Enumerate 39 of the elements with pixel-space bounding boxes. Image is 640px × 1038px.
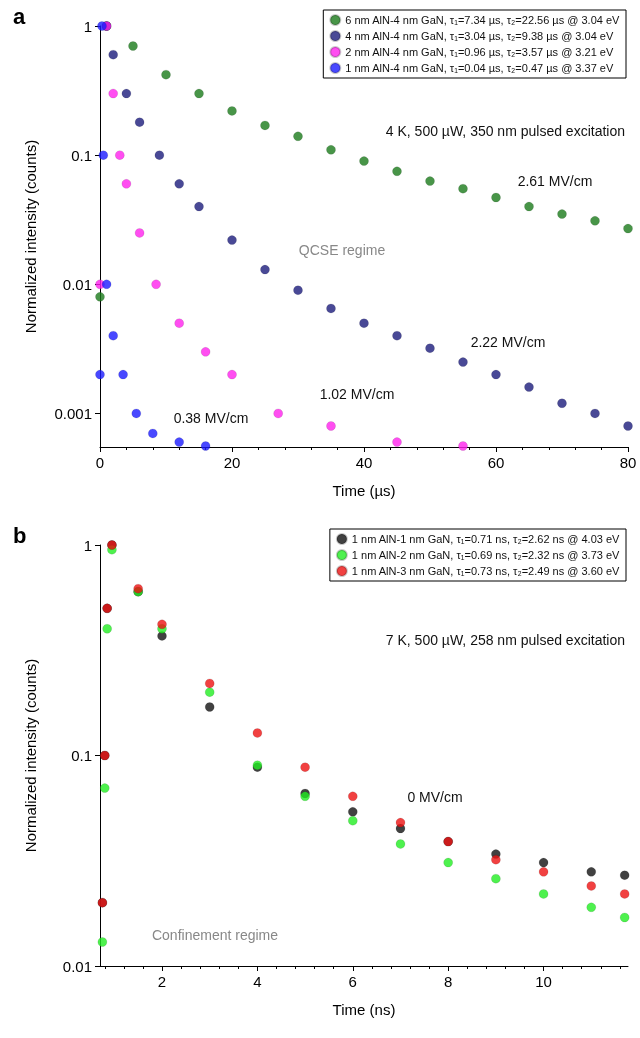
legend-label: 1 nm AlN-3 nm GaN, τ₁=0.73 ns, τ₂=2.49 ns @ 3.60 eV [351,565,621,577]
y-tick-label: 1 [83,536,92,554]
chart-title: b [13,522,27,548]
annotation: 7 K, 500 µW, 258 nm pulsed excitation [385,632,625,648]
legend-label: 2 nm AlN-4 nm GaN, τ₁=0.96 µs, τ₂=3.57 µs @ 3.21 eV [345,46,614,58]
y-tick-label: 1 [83,17,92,35]
x-axis-title: Time (ns) [332,1001,396,1018]
x-axis-title: Time (µs) [332,482,396,499]
x-tick-label: 40 [355,454,373,471]
annotation: 2.61 MV/cm [517,173,593,189]
annotation: 0.38 MV/cm [173,410,249,426]
y-tick-label: 0.1 [71,747,92,764]
x-tick-label: 4 [253,973,262,990]
annotation: QCSE regime [298,242,386,258]
legend-label: 1 nm AlN-4 nm GaN, τ₁=0.04 µs, τ₂=0.47 µs @ 3.37 eV [345,62,614,74]
legend-label: 6 nm AlN-4 nm GaN, τ₁=7.34 µs, τ₂=22.56 µs @ 3.04 eV [345,14,621,26]
annotation: 4 K, 500 µW, 350 nm pulsed excitation [385,123,625,139]
x-tick-label: 2 [157,973,167,990]
y-tick-label: 0.01 [62,275,92,293]
annotation: Confinement regime [151,927,279,943]
x-tick-label: 60 [487,454,505,471]
x-tick-label: 20 [223,454,241,471]
legend-label: 1 nm AlN-2 nm GaN, τ₁=0.69 ns, τ₂=2.32 ns @ 3.73 eV [351,549,621,561]
annotation: 0 MV/cm [407,789,463,805]
annotation: 1.02 MV/cm [319,386,395,402]
legend-label: 1 nm AlN-1 nm GaN, τ₁=0.71 ns, τ₂=2.62 ns @ 4.03 eV [351,533,621,545]
chart-title: a [13,3,26,29]
x-tick-label: 80 [619,454,637,471]
y-axis-title: Normalized intensity (counts) [22,658,39,853]
y-tick-label: 0.01 [62,957,92,975]
y-tick-label: 0.001 [54,404,92,422]
y-tick-label: 0.1 [71,146,92,164]
x-tick-label: 6 [348,973,357,990]
x-tick-label: 8 [444,973,453,990]
legend-label: 4 nm AlN-4 nm GaN, τ₁=3.04 µs, τ₂=9.38 µs @ 3.04 eV [345,30,614,42]
x-tick-label: 10 [535,973,552,990]
y-axis-title: Normalized intensity (counts) [22,139,39,334]
annotation: 2.22 MV/cm [470,334,546,350]
x-tick-label: 0 [95,454,105,471]
